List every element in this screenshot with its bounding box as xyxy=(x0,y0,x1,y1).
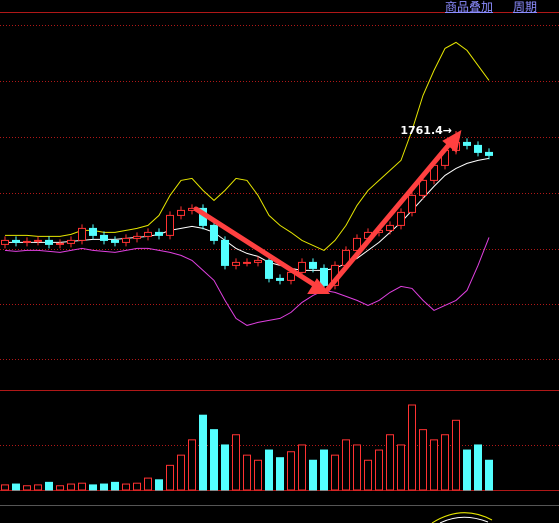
candle-body xyxy=(408,194,416,213)
candle-body xyxy=(397,211,405,226)
candle-body xyxy=(320,267,328,286)
volume-bar xyxy=(353,444,361,491)
trend-arrows xyxy=(193,130,462,294)
arrow-head xyxy=(442,130,462,153)
volume-bar xyxy=(122,483,130,491)
volume-bar xyxy=(133,482,141,491)
arrow-line xyxy=(193,206,321,290)
candle-body xyxy=(265,259,273,279)
arrow-head xyxy=(307,278,331,294)
volume-bar xyxy=(199,414,207,491)
volume-bar xyxy=(144,477,152,491)
volume-bar xyxy=(419,429,427,491)
volume-bar xyxy=(34,484,42,491)
volume-bar xyxy=(474,444,482,491)
candle-body xyxy=(144,231,152,237)
volume-bar xyxy=(78,482,86,491)
volume-bar xyxy=(408,404,416,491)
volume-bar xyxy=(276,457,284,491)
volume-bar xyxy=(485,459,493,491)
volume-bar xyxy=(23,485,31,491)
volume-bar xyxy=(254,459,262,491)
volume-bar xyxy=(463,449,471,491)
candle-body xyxy=(474,144,482,153)
volume-bar xyxy=(221,444,229,491)
volume-bar xyxy=(1,484,9,491)
candle-body xyxy=(34,239,42,242)
volume-bar xyxy=(56,485,64,491)
candle-body xyxy=(166,214,174,236)
volume-bar xyxy=(441,434,449,491)
volume-bar xyxy=(243,454,251,491)
candle-body xyxy=(210,224,218,241)
candle-body xyxy=(463,141,471,146)
period-link[interactable]: 周期 xyxy=(513,0,538,14)
volume-bar xyxy=(67,483,75,491)
band-line xyxy=(4,237,490,326)
volume-bar xyxy=(375,449,383,491)
candle-body xyxy=(67,239,75,244)
volume-bar xyxy=(166,464,174,491)
volume-bar xyxy=(45,481,53,491)
band-line xyxy=(5,157,490,271)
candle-body xyxy=(45,239,53,245)
indicator-curve xyxy=(431,512,493,523)
volume-bar xyxy=(430,439,438,491)
grid xyxy=(0,12,559,491)
candle-body xyxy=(12,239,20,243)
candle-body xyxy=(89,227,97,236)
candle-body xyxy=(111,239,119,243)
volume-bar xyxy=(177,454,185,491)
candle-body xyxy=(100,234,108,241)
arrow-line xyxy=(325,138,455,292)
candle-body xyxy=(78,227,86,241)
volume-bar xyxy=(452,419,460,491)
volume-bar xyxy=(320,449,328,491)
candle-body xyxy=(122,237,130,243)
indicator-curve xyxy=(439,516,489,523)
candle-body xyxy=(243,261,251,264)
volume-bar xyxy=(155,479,163,491)
volume-bar xyxy=(265,449,273,491)
volume-bar xyxy=(397,444,405,491)
volume-bar xyxy=(309,459,317,491)
volume-bar xyxy=(89,484,97,491)
candle-body xyxy=(133,235,141,239)
candle-body xyxy=(254,259,262,263)
volume-bar xyxy=(100,483,108,491)
candle-body xyxy=(177,209,185,216)
overlay-link[interactable]: 商品叠加 xyxy=(445,0,494,14)
band-line xyxy=(5,41,490,251)
volume-bar xyxy=(331,454,339,491)
candle-body xyxy=(485,151,493,156)
marks xyxy=(1,41,493,491)
volume-bar xyxy=(111,481,119,491)
volume-bar xyxy=(386,434,394,491)
volume-bar xyxy=(364,459,372,491)
volume-bar xyxy=(188,439,196,491)
volume-bar xyxy=(298,444,306,491)
candle-body xyxy=(386,224,394,231)
candle-body xyxy=(298,261,306,273)
candle-body xyxy=(232,261,240,266)
volume-bar xyxy=(232,434,240,491)
volume-bar xyxy=(342,439,350,491)
annotation: 1761.4→ xyxy=(400,124,452,137)
volume-bar xyxy=(12,483,20,491)
candle-body xyxy=(353,237,361,251)
candle-body xyxy=(1,239,9,245)
candle-body xyxy=(23,240,31,243)
candle-body xyxy=(155,231,163,236)
volume-bar xyxy=(287,451,295,491)
volume-bar xyxy=(210,429,218,491)
candle-body xyxy=(276,277,284,281)
candle-body xyxy=(309,261,317,269)
candle-body xyxy=(56,242,64,245)
candle-body xyxy=(419,179,427,196)
candle-body xyxy=(221,239,229,266)
